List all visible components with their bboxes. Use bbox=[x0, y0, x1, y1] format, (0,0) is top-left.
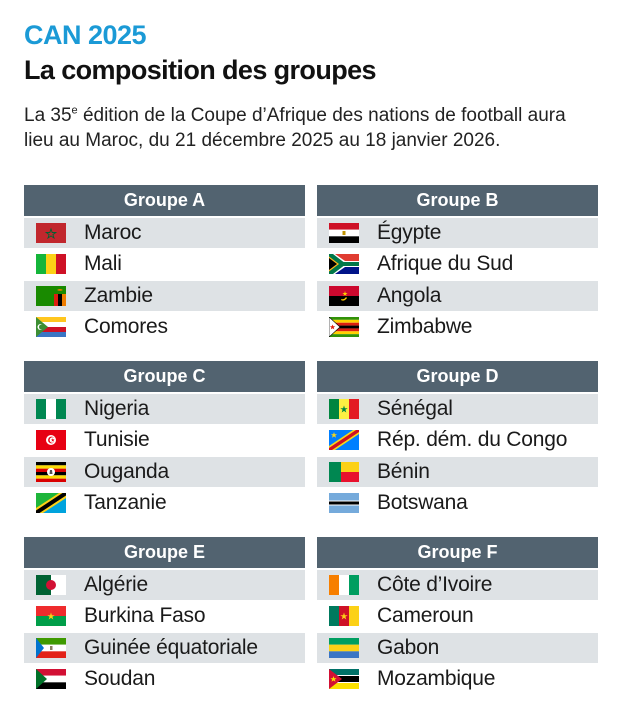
country-name: Comores bbox=[84, 315, 168, 339]
country-row: Égypte bbox=[317, 216, 598, 248]
group-e: Groupe E Algérie Burkina Faso Guinée équ… bbox=[24, 537, 305, 694]
country-row: Zimbabwe bbox=[317, 310, 598, 342]
mozambique-flag-icon bbox=[329, 669, 359, 690]
uganda-flag-icon bbox=[36, 461, 66, 482]
country-row: Zambie bbox=[24, 279, 305, 311]
dr-congo-flag-icon bbox=[329, 430, 359, 451]
country-name: Algérie bbox=[84, 572, 148, 596]
country-row: Angola bbox=[317, 279, 598, 311]
gabon-flag-icon bbox=[329, 637, 359, 658]
country-row: Sénégal bbox=[317, 392, 598, 424]
country-name: Ouganda bbox=[84, 459, 170, 483]
country-row: Mozambique bbox=[317, 662, 598, 694]
country-row: Côte d’Ivoire bbox=[317, 568, 598, 600]
tunisia-flag-icon bbox=[36, 430, 66, 451]
country-name: Maroc bbox=[84, 220, 142, 244]
group-d: Groupe D Sénégal Rép. dém. du Congo Béni… bbox=[317, 361, 598, 518]
country-row: Guinée équatoriale bbox=[24, 631, 305, 663]
nigeria-flag-icon bbox=[36, 398, 66, 419]
country-name: Burkina Faso bbox=[84, 604, 206, 628]
country-name: Cameroun bbox=[377, 604, 474, 628]
country-name: Mozambique bbox=[377, 667, 496, 691]
country-name: Guinée équatoriale bbox=[84, 635, 258, 659]
ivory-coast-flag-icon bbox=[329, 574, 359, 595]
country-row: Ouganda bbox=[24, 455, 305, 487]
morocco-flag-icon bbox=[36, 222, 66, 243]
country-row: Afrique du Sud bbox=[317, 247, 598, 279]
comoros-flag-icon bbox=[36, 317, 66, 338]
group-header: Groupe E bbox=[24, 537, 305, 568]
country-name: Soudan bbox=[84, 667, 156, 691]
country-row: Maroc bbox=[24, 216, 305, 248]
country-row: Tanzanie bbox=[24, 486, 305, 518]
country-row: Botswana bbox=[317, 486, 598, 518]
country-name: Tunisie bbox=[84, 428, 150, 452]
zimbabwe-flag-icon bbox=[329, 317, 359, 338]
tanzania-flag-icon bbox=[36, 493, 66, 514]
botswana-flag-icon bbox=[329, 493, 359, 514]
country-row: Nigeria bbox=[24, 392, 305, 424]
algeria-flag-icon bbox=[36, 574, 66, 595]
group-c: Groupe C Nigeria Tunisie Ouganda Tanzani… bbox=[24, 361, 305, 518]
burkina-faso-flag-icon bbox=[36, 606, 66, 627]
country-name: Mali bbox=[84, 252, 122, 276]
country-row: Rép. dém. du Congo bbox=[317, 423, 598, 455]
country-row: Tunisie bbox=[24, 423, 305, 455]
group-header: Groupe B bbox=[317, 185, 598, 216]
intro-post: édition de la Coupe d’Afrique des nation… bbox=[24, 105, 566, 151]
country-name: Égypte bbox=[377, 220, 442, 244]
sudan-flag-icon bbox=[36, 669, 66, 690]
country-name: Afrique du Sud bbox=[377, 252, 514, 276]
senegal-flag-icon bbox=[329, 398, 359, 419]
equatorial-guinea-flag-icon bbox=[36, 637, 66, 658]
kicker-title: CAN 2025 bbox=[24, 20, 147, 50]
intro-text: La 35e édition de la Coupe d’Afrique des… bbox=[24, 103, 584, 153]
intro-sup: e bbox=[71, 104, 78, 117]
mali-flag-icon bbox=[36, 254, 66, 275]
benin-flag-icon bbox=[329, 461, 359, 482]
country-name: Côte d’Ivoire bbox=[377, 572, 493, 596]
group-header: Groupe D bbox=[317, 361, 598, 392]
country-name: Gabon bbox=[377, 635, 440, 659]
group-header: Groupe C bbox=[24, 361, 305, 392]
country-name: Angola bbox=[377, 283, 442, 307]
country-name: Rép. dém. du Congo bbox=[377, 428, 568, 452]
group-header: Groupe F bbox=[317, 537, 598, 568]
group-header: Groupe A bbox=[24, 185, 305, 216]
country-row: Algérie bbox=[24, 568, 305, 600]
country-name: Bénin bbox=[377, 459, 430, 483]
country-row: Soudan bbox=[24, 662, 305, 694]
group-b: Groupe B Égypte Afrique du Sud Angola Zi… bbox=[317, 185, 598, 342]
country-name: Nigeria bbox=[84, 396, 150, 420]
group-f: Groupe F Côte d’Ivoire Cameroun Gabon Mo… bbox=[317, 537, 598, 694]
south-africa-flag-icon bbox=[329, 254, 359, 275]
country-name: Botswana bbox=[377, 491, 468, 515]
country-row: Bénin bbox=[317, 455, 598, 487]
angola-flag-icon bbox=[329, 285, 359, 306]
page-title: La composition des groupes bbox=[24, 55, 377, 85]
country-row: Burkina Faso bbox=[24, 599, 305, 631]
country-row: Cameroun bbox=[317, 599, 598, 631]
country-name: Sénégal bbox=[377, 396, 453, 420]
country-name: Tanzanie bbox=[84, 491, 167, 515]
cameroon-flag-icon bbox=[329, 606, 359, 627]
egypt-flag-icon bbox=[329, 222, 359, 243]
intro-pre: La 35 bbox=[24, 105, 72, 126]
zambia-flag-icon bbox=[36, 285, 66, 306]
country-row: Mali bbox=[24, 247, 305, 279]
group-a: Groupe A Maroc Mali Zambie Comores bbox=[24, 185, 305, 342]
country-name: Zimbabwe bbox=[377, 315, 473, 339]
country-row: Comores bbox=[24, 310, 305, 342]
country-name: Zambie bbox=[84, 283, 153, 307]
country-row: Gabon bbox=[317, 631, 598, 663]
